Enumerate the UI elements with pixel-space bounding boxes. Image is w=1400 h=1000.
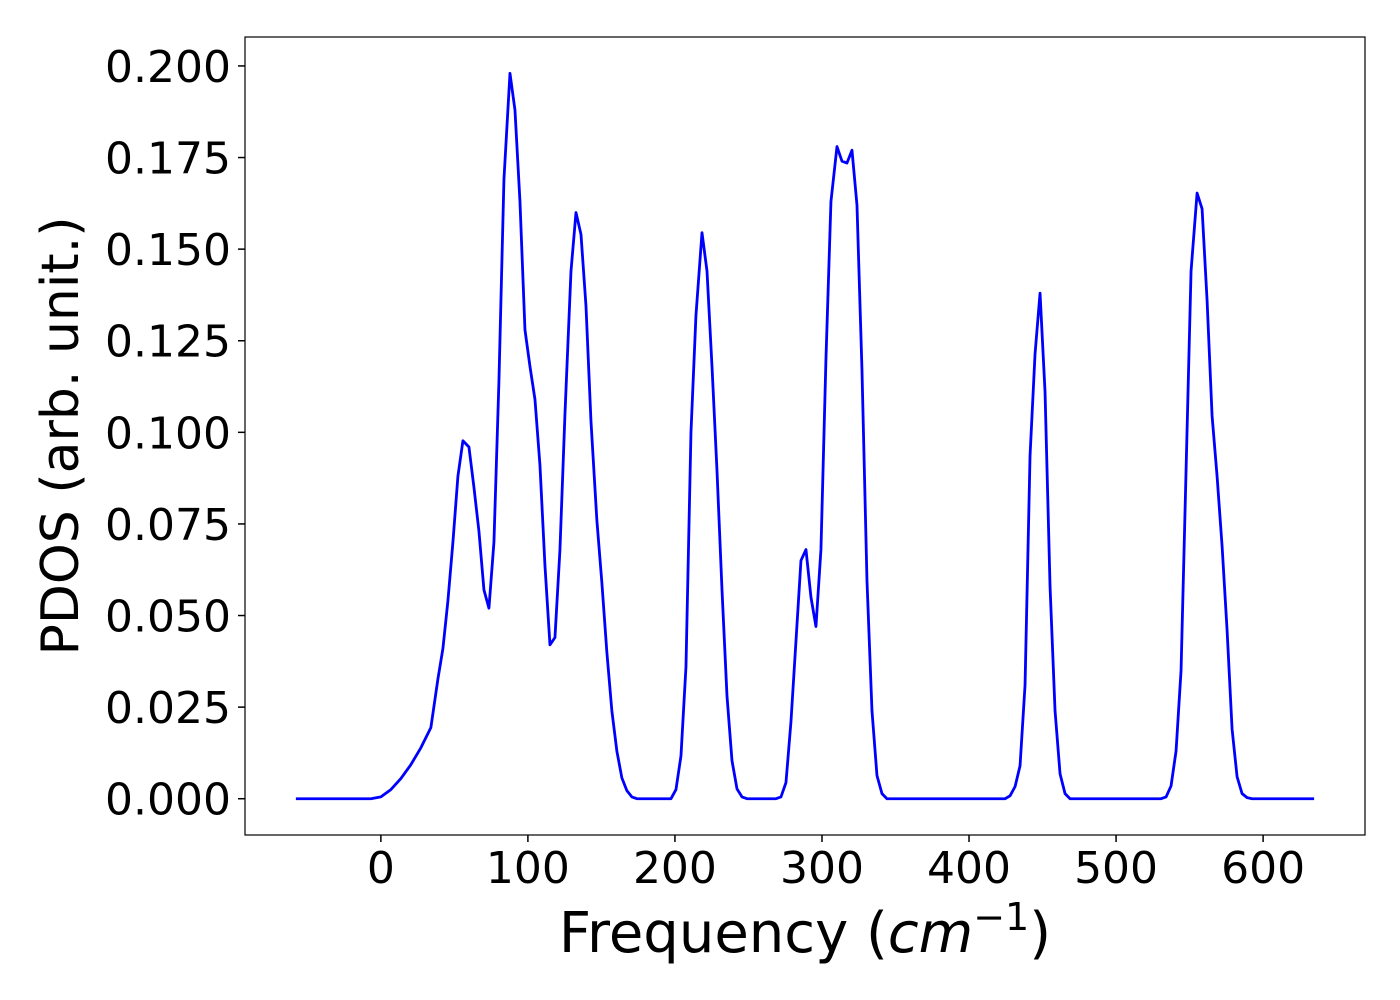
plot-frame [244,36,1366,836]
x-tick-label: 0 [367,843,395,894]
x-axis-label-text: Frequency ( [559,901,888,966]
x-axis-label-exponent: −1 [973,895,1029,939]
x-tick-label: 600 [1221,843,1305,894]
y-tick-label: 0.000 [105,775,231,826]
x-tick-label: 200 [633,843,717,894]
y-tick-label: 0.025 [105,683,231,734]
y-tick-label: 0.200 [105,42,231,93]
x-axis-label: Frequency (cm−1) [559,895,1051,966]
y-tick-label: 0.125 [105,317,231,368]
x-axis-label-unit: cm [888,901,973,966]
y-axis-label: PDOS (arb. unit.) [31,216,91,655]
y-tick-label: 0.100 [105,408,231,459]
x-tick-label: 500 [1074,843,1158,894]
x-axis-label-close: ) [1029,901,1051,966]
y-tick-label: 0.075 [105,500,231,551]
x-tick-label: 300 [780,843,864,894]
x-tick-label: 400 [927,843,1011,894]
x-tick-label: 100 [486,843,570,894]
y-tick-label: 0.150 [105,225,231,276]
data-line [295,71,1315,801]
y-tick-label: 0.175 [105,134,231,185]
y-tick-label: 0.050 [105,592,231,643]
